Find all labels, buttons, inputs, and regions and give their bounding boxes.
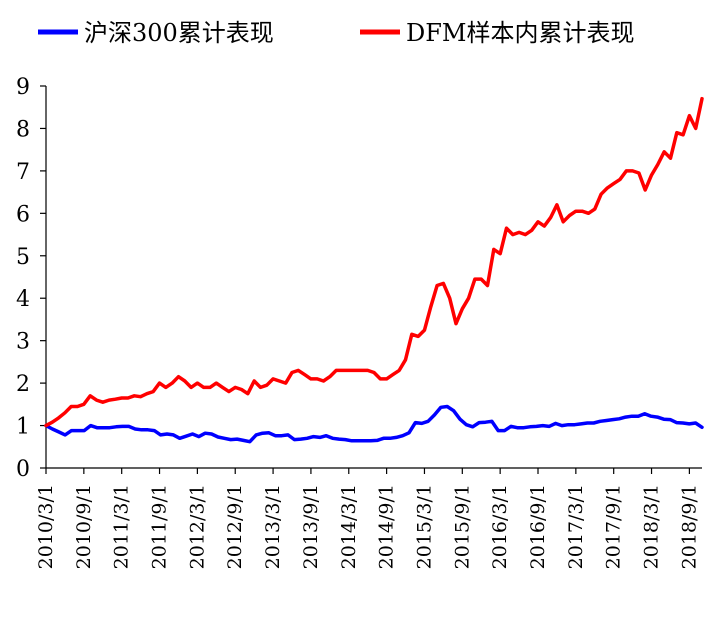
y-tick-label: 5	[16, 245, 30, 270]
x-tick-label: 2010/9/1	[73, 484, 95, 569]
x-tick-label: 2010/3/1	[35, 484, 57, 569]
y-tick-label: 1	[16, 415, 30, 440]
x-tick-label: 2012/3/1	[186, 484, 208, 569]
x-tick-label: 2018/3/1	[641, 484, 663, 569]
series-line-0	[44, 404, 704, 444]
y-axis: 0 1 2 3 4 5 6 7 8 9	[16, 75, 47, 482]
legend: 沪深300累计表现 DFM样本内累计表现	[38, 19, 634, 47]
x-tick-label: 2013/9/1	[300, 484, 322, 569]
y-tick-label: 7	[16, 160, 30, 185]
x-tick-label: 2016/9/1	[527, 484, 549, 569]
x-tick-label: 2018/9/1	[678, 484, 700, 569]
y-tick-label: 9	[16, 75, 30, 100]
x-tick-label: 2013/3/1	[262, 484, 284, 569]
legend-label-1: DFM样本内累计表现	[406, 19, 634, 47]
y-tick-label: 8	[16, 117, 30, 142]
series-layer	[44, 96, 704, 444]
x-tick-label: 2015/9/1	[451, 484, 473, 569]
x-tick-label: 2011/9/1	[149, 484, 171, 569]
x-tick-label: 2015/3/1	[413, 484, 435, 569]
x-tick-label: 2017/9/1	[603, 484, 625, 569]
y-tick-label: 0	[16, 457, 30, 482]
x-tick-label: 2011/3/1	[111, 484, 133, 569]
y-tick-label: 6	[16, 202, 30, 227]
x-tick-label: 2017/3/1	[565, 484, 587, 569]
x-tick-label: 2016/3/1	[489, 484, 511, 569]
x-tick-label: 2014/9/1	[376, 484, 398, 569]
x-axis: 2010/3/1 2010/9/1 2011/3/1 2011/9/1 2012/3/1…	[35, 467, 702, 569]
x-tick-label: 2014/3/1	[338, 484, 360, 569]
y-tick-label: 3	[16, 330, 30, 355]
series-line-1	[44, 96, 704, 428]
x-tick-label: 2012/9/1	[224, 484, 246, 569]
y-tick-label: 4	[16, 287, 30, 312]
y-tick-label: 2	[16, 372, 30, 397]
legend-label-0: 沪深300累计表现	[84, 19, 274, 47]
